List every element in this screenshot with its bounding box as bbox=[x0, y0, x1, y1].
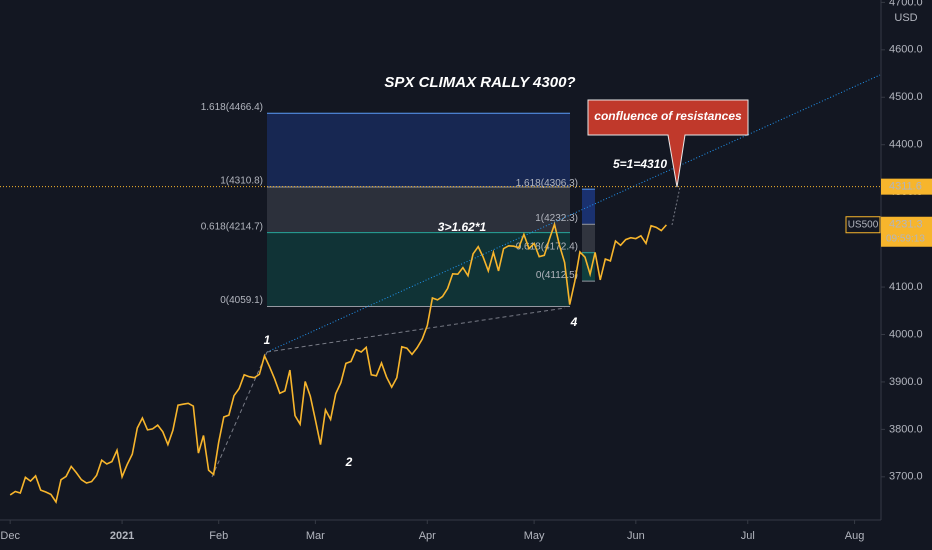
y-tick-label: 4600.0 bbox=[889, 44, 923, 56]
last-price-box bbox=[881, 216, 932, 247]
y-tick-label: 3700.0 bbox=[889, 471, 923, 483]
trend-line bbox=[211, 351, 268, 478]
x-tick-label: Dec bbox=[0, 530, 20, 542]
x-tick-label: Apr bbox=[419, 530, 436, 542]
callout-box bbox=[587, 99, 749, 188]
x-tick-label: Jun bbox=[627, 530, 645, 542]
y-tick-label: 4100.0 bbox=[889, 281, 923, 293]
chart-title: SPX CLIMAX RALLY 4300? bbox=[384, 74, 575, 91]
fib-zone bbox=[267, 113, 570, 188]
x-tick-label: May bbox=[524, 530, 545, 542]
fib-zone bbox=[267, 187, 570, 233]
y-tick-label: 4700.0 bbox=[889, 0, 923, 8]
x-tick-label: 2021 bbox=[110, 530, 134, 542]
fib-label: 1(4310.8) bbox=[220, 176, 263, 187]
x-tick-label: Feb bbox=[209, 530, 228, 542]
fib-zone bbox=[582, 189, 595, 225]
wave-label: 1 bbox=[264, 333, 271, 347]
fib-label: 1.618(4466.4) bbox=[201, 102, 263, 113]
trend-line bbox=[671, 186, 681, 226]
currency: USD bbox=[894, 12, 917, 24]
countdown-label: 09:59:13 bbox=[886, 233, 925, 244]
symbol-label: US500 bbox=[848, 219, 879, 230]
y-tick-label: 3900.0 bbox=[889, 376, 923, 388]
wave-label: 2 bbox=[345, 455, 353, 469]
x-tick-label: Mar bbox=[306, 530, 325, 542]
y-tick-label: 3800.0 bbox=[889, 423, 923, 435]
price-level-label: 4311.6 bbox=[889, 181, 922, 193]
x-tick-label: Jul bbox=[741, 530, 755, 542]
fib-zone bbox=[582, 224, 595, 253]
fib-label: 0(4059.1) bbox=[220, 295, 263, 306]
trend-line bbox=[266, 307, 566, 353]
x-tick-label: Aug bbox=[845, 530, 865, 542]
y-tick-label: 4000.0 bbox=[889, 328, 923, 340]
annotation: 3>1.62*1 bbox=[438, 220, 487, 234]
fib-label: 0.618(4214.7) bbox=[201, 221, 263, 232]
last-price-label: 4231.3 bbox=[889, 219, 923, 231]
callout-text: confluence of resistances bbox=[594, 109, 742, 123]
fib-label: 1.618(4306.3) bbox=[516, 178, 578, 189]
price-line bbox=[9, 221, 667, 504]
trend-line bbox=[266, 74, 881, 353]
y-tick-label: 4400.0 bbox=[889, 139, 923, 151]
symbol-box bbox=[845, 216, 881, 234]
price-level-box bbox=[881, 178, 932, 195]
y-tick-label: 4500.0 bbox=[889, 91, 923, 103]
wave-label: 4 bbox=[570, 315, 578, 329]
annotation: 5=1=4310 bbox=[613, 157, 667, 171]
fib-label: 0(4112.5) bbox=[536, 270, 578, 281]
fib-label: 1(4232.3) bbox=[535, 213, 578, 224]
